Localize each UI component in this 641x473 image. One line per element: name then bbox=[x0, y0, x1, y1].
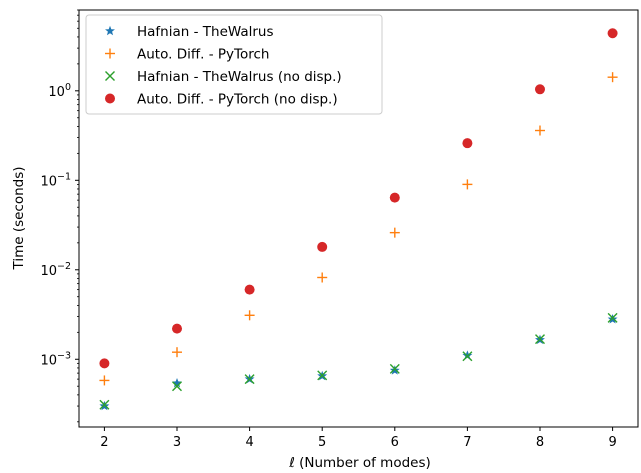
x-tick-label: 7 bbox=[463, 435, 471, 450]
legend-item: Auto. Diff. - PyTorch bbox=[105, 47, 269, 63]
series-3 bbox=[99, 312, 618, 410]
x-axis-label: ℓ (Number of modes) bbox=[288, 455, 431, 471]
legend-item: Auto. Diff. - PyTorch (no disp.) bbox=[105, 92, 338, 108]
data-point bbox=[462, 179, 473, 190]
data-point bbox=[317, 370, 328, 381]
data-point bbox=[389, 192, 400, 203]
data-point bbox=[607, 28, 618, 39]
data-point bbox=[462, 138, 473, 149]
legend-marker bbox=[105, 48, 115, 59]
legend-label: Auto. Diff. - PyTorch bbox=[137, 47, 269, 63]
y-tick-label: 10−3 bbox=[40, 350, 71, 368]
y-tick-label: 10−1 bbox=[40, 171, 71, 189]
legend-marker bbox=[105, 25, 115, 36]
series-layer bbox=[99, 28, 618, 411]
data-point bbox=[172, 381, 183, 392]
data-point bbox=[317, 272, 328, 283]
data-point bbox=[244, 284, 255, 295]
data-point bbox=[389, 365, 400, 375]
y-tick-label: 10−2 bbox=[40, 261, 71, 279]
data-point bbox=[172, 347, 183, 358]
data-point bbox=[99, 399, 110, 410]
data-point bbox=[534, 125, 545, 136]
legend-label: Hafnian - TheWalrus bbox=[137, 24, 274, 40]
legend-marker bbox=[105, 71, 115, 81]
data-point bbox=[99, 358, 110, 369]
legend-label: Hafnian - TheWalrus (no disp.) bbox=[137, 69, 342, 85]
x-tick-label: 6 bbox=[391, 435, 399, 450]
y-axis: 10−3 10−2 10−1 100 bbox=[40, 9, 79, 423]
y-tick-label: 100 bbox=[48, 82, 71, 100]
x-tick-label: 9 bbox=[608, 435, 616, 450]
series-4 bbox=[99, 28, 618, 369]
legend-marker bbox=[105, 93, 115, 104]
legend-item: Hafnian - TheWalrus bbox=[105, 24, 274, 40]
data-point bbox=[244, 310, 255, 321]
data-point bbox=[607, 72, 618, 83]
data-point bbox=[317, 241, 328, 252]
data-point bbox=[534, 334, 545, 345]
x-tick-label: 2 bbox=[100, 435, 108, 450]
x-axis: 2 3 4 5 6 7 8 9 bbox=[100, 427, 617, 450]
data-point bbox=[244, 374, 255, 385]
legend-label: Auto. Diff. - PyTorch (no disp.) bbox=[137, 92, 338, 108]
x-tick-label: 8 bbox=[536, 435, 544, 450]
data-point bbox=[607, 312, 618, 323]
data-point bbox=[172, 378, 182, 388]
plot-frame bbox=[78, 9, 639, 428]
series-2 bbox=[99, 72, 618, 386]
data-point bbox=[534, 84, 545, 95]
legend-box bbox=[85, 14, 383, 115]
data-point bbox=[389, 227, 400, 238]
legend: Hafnian - TheWalrus Auto. Diff. - PyTorch… bbox=[85, 14, 383, 115]
data-point bbox=[389, 363, 400, 374]
legend-item: Hafnian - TheWalrus (no disp.) bbox=[105, 69, 342, 85]
data-point bbox=[462, 350, 473, 360]
x-tick-label: 3 bbox=[173, 435, 181, 450]
plot-area bbox=[78, 9, 639, 428]
data-point bbox=[462, 351, 473, 362]
y-axis-label: Time (seconds) bbox=[11, 166, 27, 270]
data-point bbox=[172, 323, 183, 334]
x-tick-label: 5 bbox=[318, 435, 326, 450]
data-point bbox=[99, 375, 110, 386]
x-tick-label: 4 bbox=[245, 435, 253, 450]
